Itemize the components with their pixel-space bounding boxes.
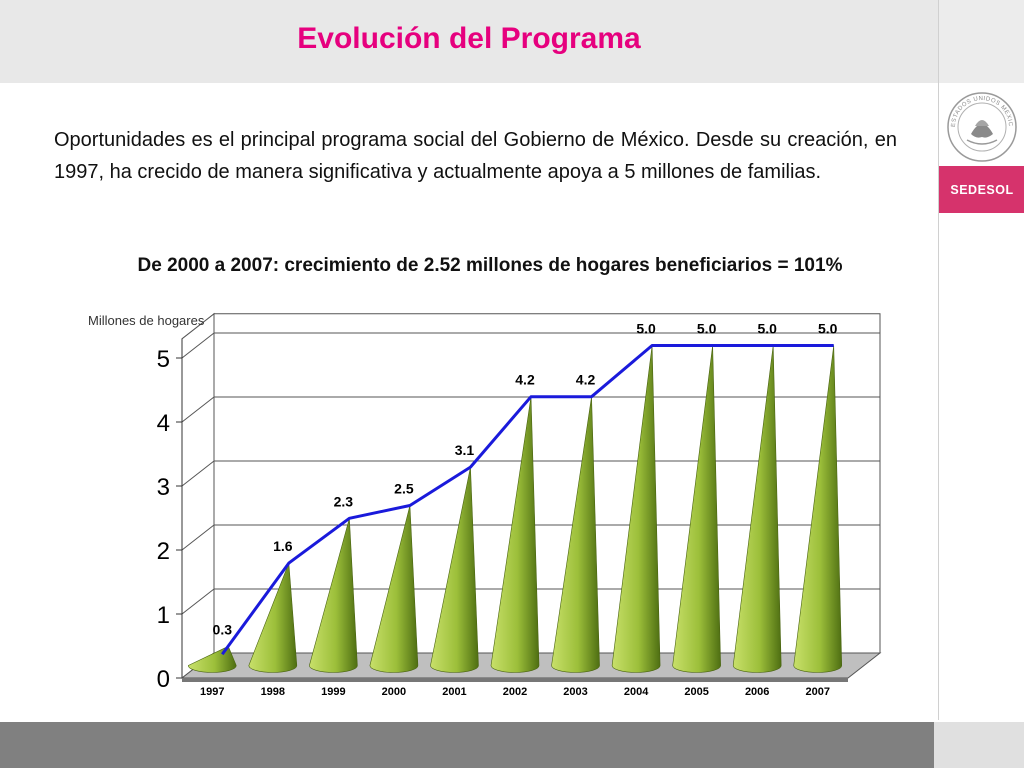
title-bar [0, 0, 938, 83]
cone-body [793, 345, 843, 673]
sedesol-logo: SEDESOL [939, 166, 1024, 213]
x-tick-label: 2004 [624, 686, 649, 698]
y-tick-label: 4 [157, 410, 170, 437]
y-tick-label: 2 [157, 538, 170, 565]
data-label: 5.0 [757, 321, 777, 337]
x-tick-label: 2005 [684, 686, 708, 698]
gridline-side [181, 588, 215, 615]
y-axis-title: Millones de hogares [88, 313, 205, 328]
page-title: Evolución del Programa [297, 22, 641, 55]
gridline-side [181, 332, 215, 359]
data-label: 0.3 [213, 621, 233, 637]
chart-title: De 2000 a 2007: crecimiento de 2.52 mill… [137, 255, 843, 276]
right-panel-top-strip [939, 0, 1024, 83]
x-tick-label: 2002 [503, 686, 527, 698]
cone-bar [430, 467, 479, 673]
cone-bar [611, 345, 661, 673]
national-seal-icon: ESTADOS UNIDOS MEXICANOS [945, 90, 1017, 162]
cone-bar [551, 396, 600, 673]
x-tick-label: 1999 [321, 686, 345, 698]
cone-bar [369, 505, 419, 673]
gridline-side [181, 524, 215, 551]
data-label: 1.6 [273, 538, 293, 554]
y-tick-label: 1 [157, 602, 170, 629]
cone-body [369, 505, 419, 673]
y-tick-label: 0 [157, 666, 170, 693]
cone-bar [490, 396, 540, 673]
cone-body [248, 562, 298, 673]
cone-chart: 0 1 2 3 4 5 Millones de hogares 1997 0.3 1998 1.6 1… [88, 312, 882, 698]
x-tick-label: 2006 [745, 686, 769, 698]
cone-bar [793, 345, 843, 673]
data-label: 5.0 [818, 321, 838, 337]
cone-body [551, 396, 600, 673]
intro-paragraph: Oportunidades es el principal programa s… [54, 129, 897, 183]
cone-body [732, 345, 782, 673]
y-tick-label: 3 [157, 474, 170, 501]
footer-bar [0, 722, 934, 768]
x-tick-label: 2001 [442, 686, 466, 698]
x-tick-label: 1998 [261, 686, 285, 698]
cone-body [430, 467, 479, 673]
x-tick-label: 2000 [382, 686, 406, 698]
data-label: 4.2 [515, 372, 535, 388]
x-tick-label: 2007 [805, 686, 829, 698]
cone-bar [248, 562, 298, 673]
footer-corner [934, 722, 1024, 768]
chart-back-wall [213, 313, 881, 654]
gridline-side [181, 460, 215, 487]
trend-line [221, 344, 834, 656]
gridline-side [181, 396, 215, 423]
cone-body [309, 518, 358, 673]
cone-bar [672, 345, 721, 673]
data-label: 2.5 [394, 481, 414, 497]
right-panel: ESTADOS UNIDOS MEXICANOS SEDESOL [938, 0, 1024, 720]
data-label: 4.2 [576, 372, 596, 388]
x-tick-label: 1997 [200, 686, 224, 698]
y-tick-label: 5 [157, 346, 170, 373]
data-label: 5.0 [636, 321, 656, 337]
cone-body [672, 345, 721, 673]
chart-floor-edge [182, 678, 848, 682]
data-label: 5.0 [697, 321, 717, 337]
cone-bar [309, 518, 358, 673]
cone-bar [732, 345, 782, 673]
cone-body [611, 345, 661, 673]
brand-label: SEDESOL [950, 182, 1014, 197]
cone-body [490, 396, 540, 673]
chart-side-wall [181, 312, 215, 680]
data-label: 3.1 [455, 442, 475, 458]
x-tick-label: 2003 [563, 686, 587, 698]
data-label: 2.3 [334, 493, 354, 509]
